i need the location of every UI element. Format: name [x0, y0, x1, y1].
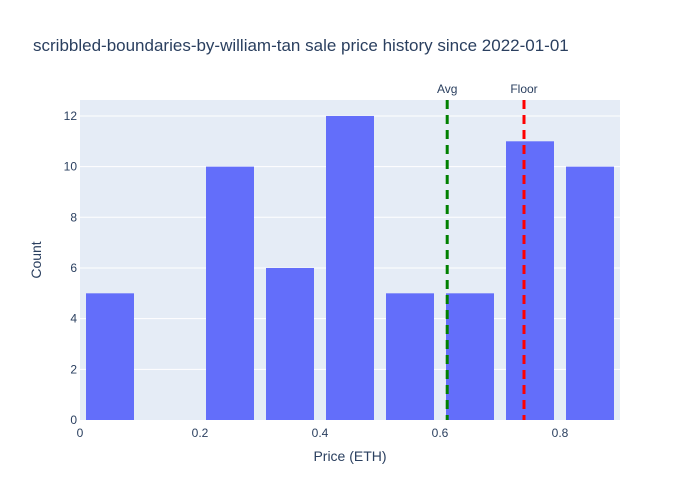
y-tick-label: 2	[70, 362, 77, 376]
bar	[206, 166, 254, 420]
x-tick-label: 0.8	[552, 426, 569, 440]
reference-lines: Avg Floor	[437, 82, 538, 420]
x-axis-ticks: 0 0.2 0.4 0.6 0.8	[77, 426, 569, 440]
reference-label-floor: Floor	[510, 82, 537, 96]
x-tick-label: 0.6	[432, 426, 449, 440]
bar	[386, 293, 434, 420]
bar	[86, 293, 134, 420]
x-tick-label: 0	[77, 426, 84, 440]
y-tick-label: 8	[70, 210, 77, 224]
y-axis-title: Count	[28, 241, 44, 278]
y-axis-ticks: 0 2 4 6 8 10 12	[64, 109, 78, 427]
bar	[446, 293, 494, 420]
chart-title: scribbled-boundaries-by-william-tan sale…	[33, 36, 569, 55]
bar	[266, 267, 314, 420]
y-tick-label: 0	[70, 413, 77, 427]
x-tick-label: 0.4	[312, 426, 329, 440]
reference-label-avg: Avg	[437, 82, 457, 96]
bar	[506, 141, 554, 420]
bar	[326, 115, 374, 420]
y-tick-label: 12	[64, 109, 78, 123]
y-tick-label: 10	[64, 160, 78, 174]
bars	[86, 115, 614, 420]
bar	[566, 166, 614, 420]
y-tick-label: 4	[70, 312, 77, 326]
x-axis-title: Price (ETH)	[313, 448, 386, 464]
y-tick-label: 6	[70, 261, 77, 275]
x-tick-label: 0.2	[192, 426, 209, 440]
